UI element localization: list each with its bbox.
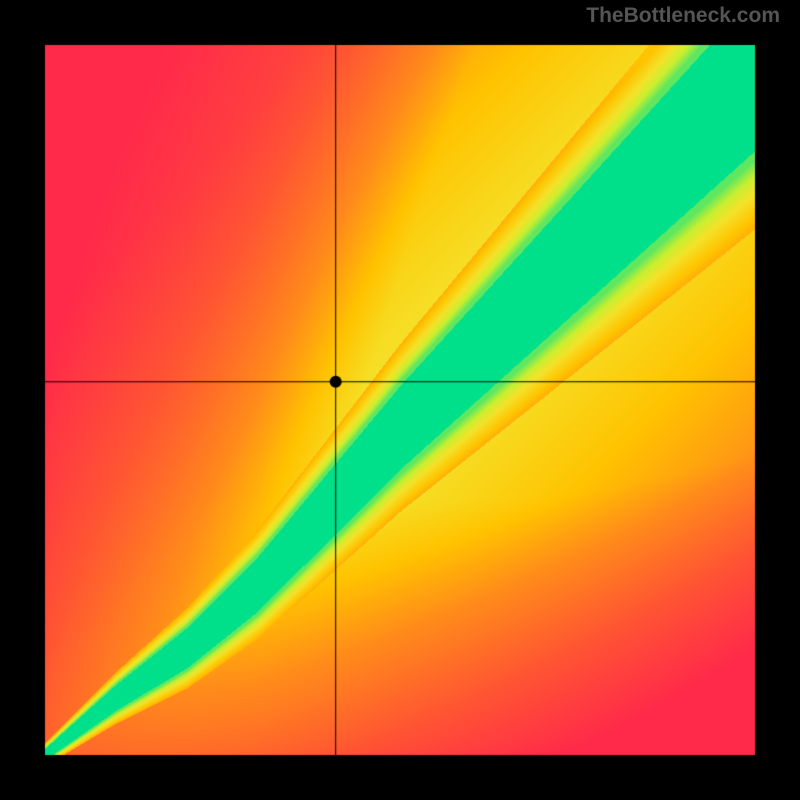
bottleneck-heatmap xyxy=(0,0,800,800)
watermark-text: TheBottleneck.com xyxy=(586,4,780,28)
